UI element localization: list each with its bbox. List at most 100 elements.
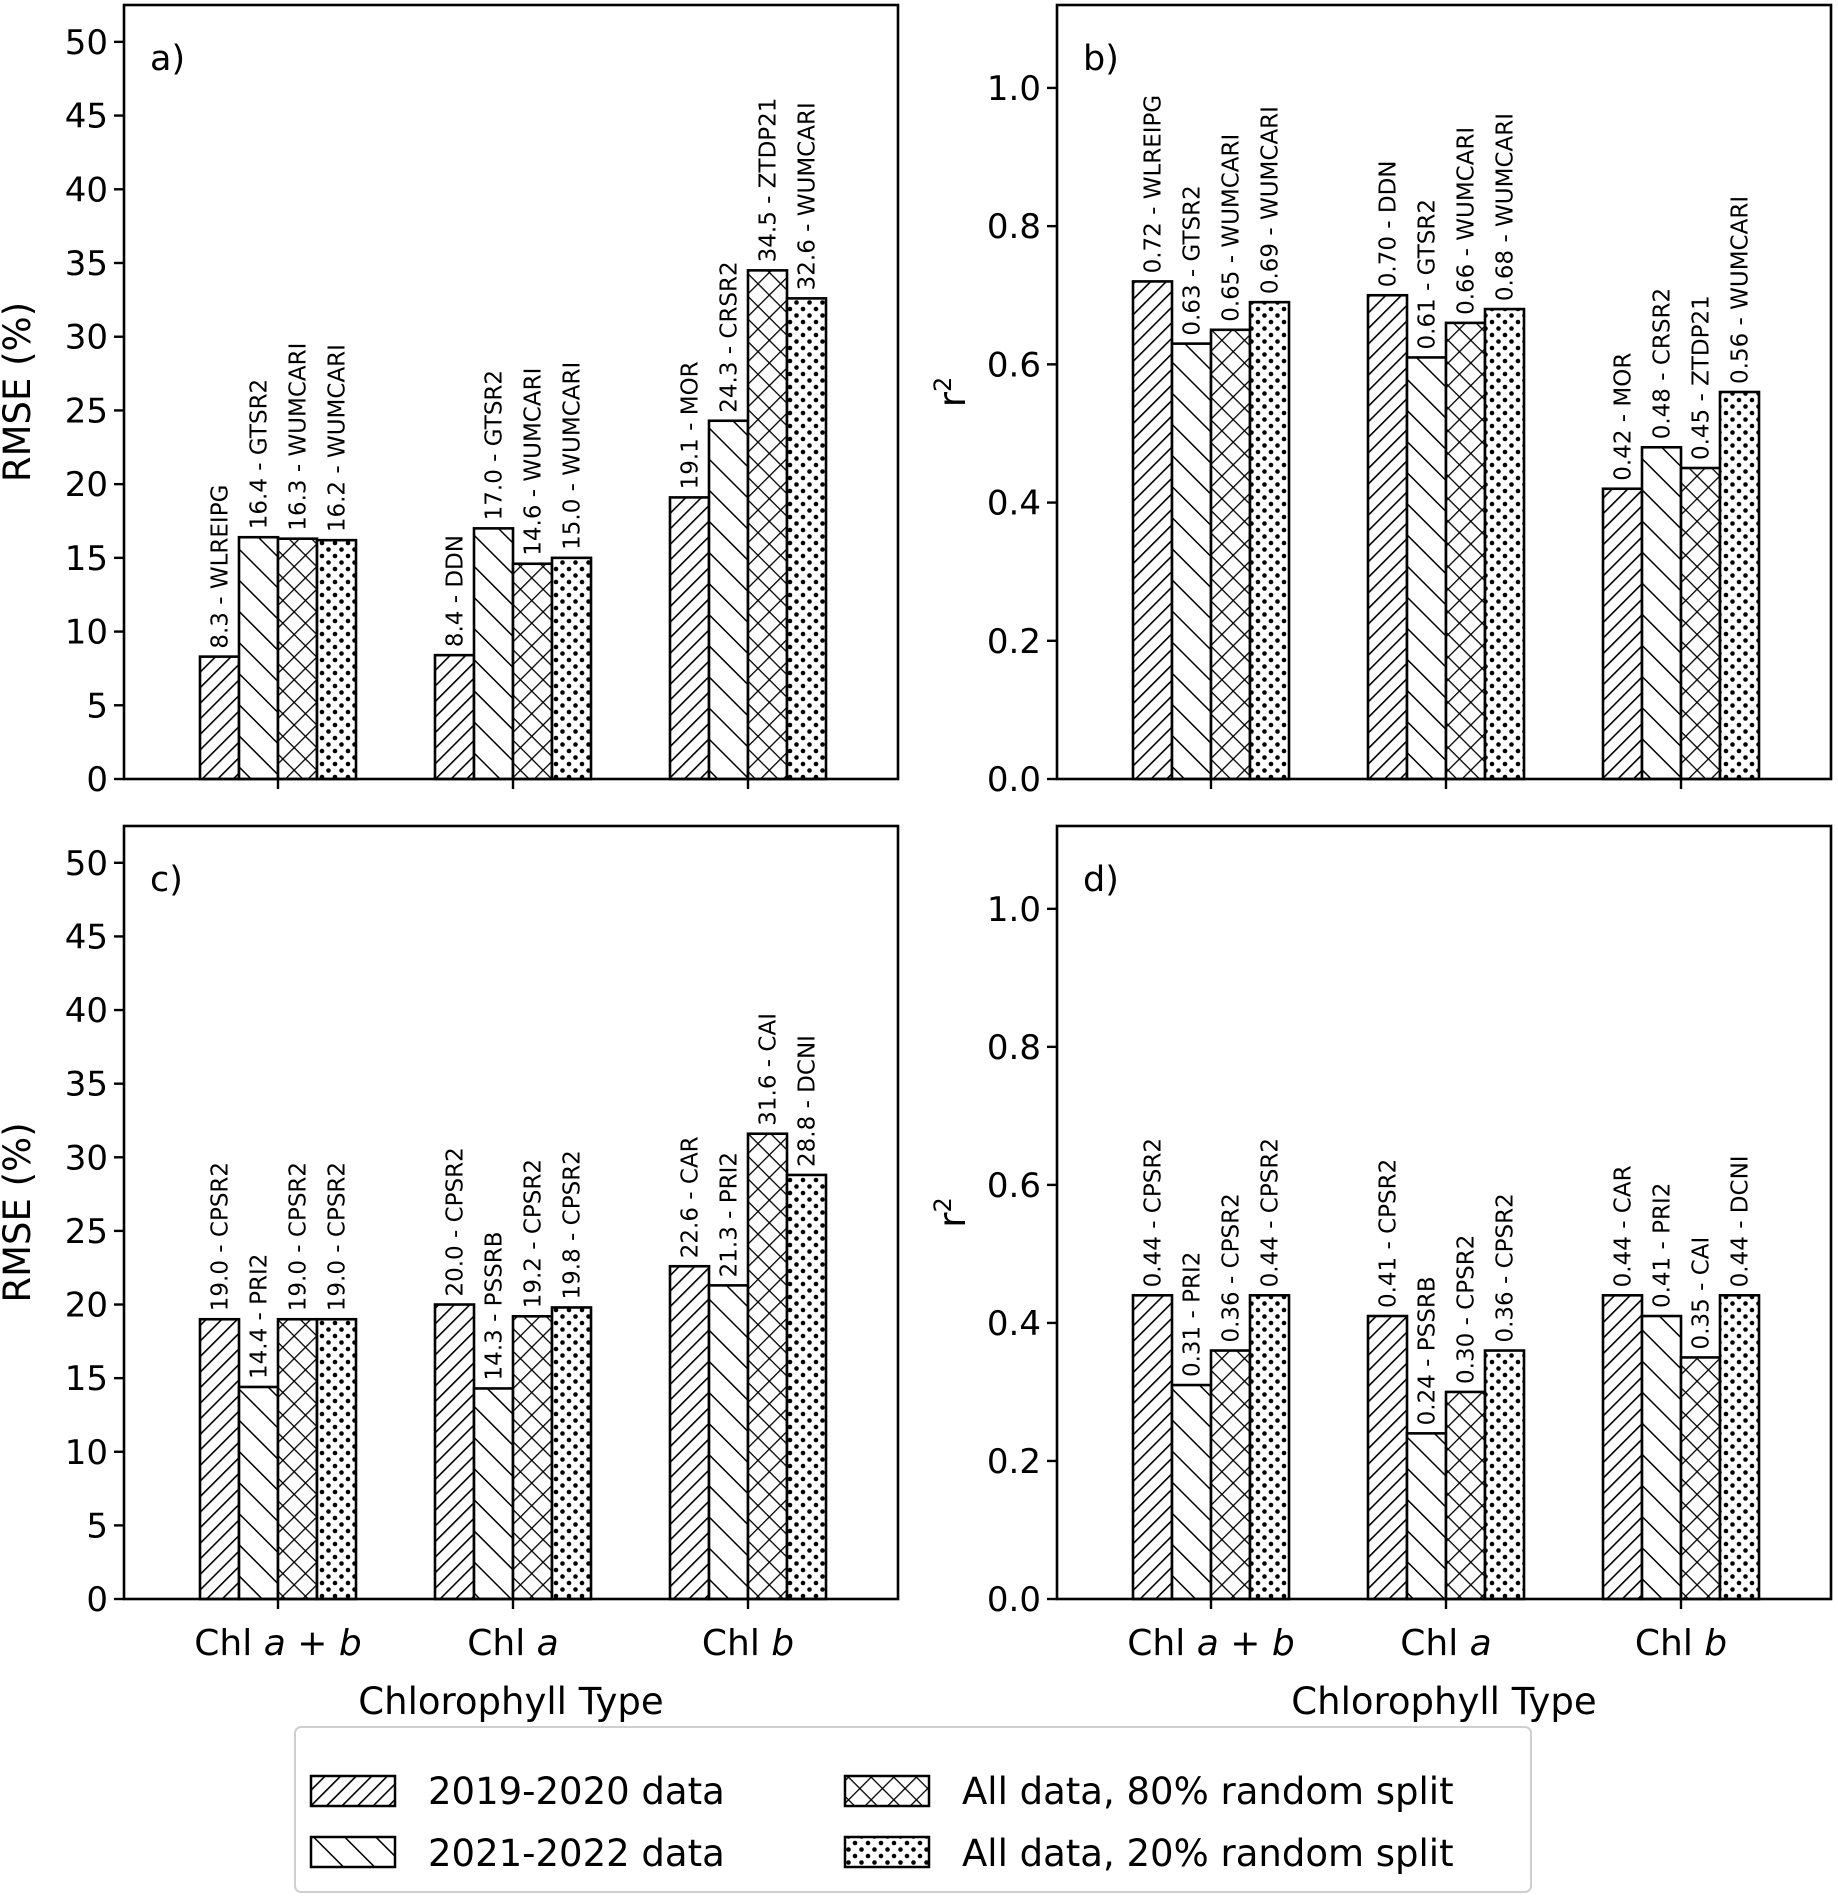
panel-d-y-tick-label: 0.4 [987,1304,1041,1344]
panel-b: 0.72 - WLREIPG 0.70 - DDN 0.42 - MOR 0.63 -… [929,3,1833,800]
panel-b-y-tick-label: 0.6 [987,345,1041,385]
panel-a-bar-chl-a-b-20-split [315,538,358,781]
panel-a-y-tick-label: 50 [65,23,108,63]
panel-b-bar-label-chl-a-2021-2022: 0.61 - GTSR2 [1415,199,1441,349]
legend-entry-2021-2022: 2021-2022 data [309,1832,725,1875]
panel-a-y-tick-label: 30 [65,318,108,358]
legend-label-80-split: All data, 80% random split [962,1770,1454,1813]
panel-d-bar-chl-b-20-split [1718,1294,1761,1601]
panel-c-letter: c) [150,860,183,900]
panel-c-bar-label-chl-b-80-split: 31.6 - CAI [756,1013,782,1126]
panel-a-letter: a) [150,39,185,79]
panel-a-bar-chl-a-b-80-split [276,537,319,781]
x-axis-title-c: Chlorophyll Type [358,1680,663,1723]
panel-a-bar-label-chl-a-b-2021-2022: 16.4 - GTSR2 [247,379,273,529]
panel-b-bar-chl-a-2019-2020 [1366,293,1409,781]
panel-a-bar-chl-b-2021-2022 [707,419,750,781]
panel-d-y-tick-label: 0.8 [987,1028,1041,1068]
panel-b-letter: b) [1083,39,1119,79]
x-axis-title-d: Chlorophyll Type [1291,1680,1596,1723]
panel-a: 8.3 - WLREIPG 8.4 - DDN 19.1 - MOR 16.4 - G… [0,3,900,800]
panel-d-y-tick-label: 1.0 [987,890,1041,930]
panel-b-bar-chl-a-b-2021-2022 [1170,342,1213,781]
legend-swatch-2021-2022 [309,1835,397,1869]
panel-d-bar-label-chl-b-2019-2020: 0.44 - CAR [1611,1165,1637,1287]
panel-a-plot: 8.3 - WLREIPG 8.4 - DDN 19.1 - MOR 16.4 - G… [0,3,900,800]
panel-a-bar-label-chl-a-2019-2020: 8.4 - DDN [443,535,469,647]
panel-a-bar-label-chl-a-b-80-split: 16.3 - WUMCARI [286,343,312,531]
panel-b-bar-label-chl-a-80-split: 0.66 - WUMCARI [1454,127,1480,315]
panel-a-y-tick-label: 40 [65,170,108,210]
panel-c-y-tick-label: 35 [65,1065,108,1105]
panel-c-y-tick-label: 45 [65,917,108,957]
panel-d-bar-chl-a-b-20-split [1248,1294,1291,1601]
panel-d-axes-frame [1055,824,1833,1601]
panel-c-y-tick-label: 5 [86,1506,108,1546]
panel-d-bar-label-chl-a-b-80-split: 0.36 - CPSR2 [1219,1193,1245,1342]
panel-d-x-tick-label-chl-a: Chl a [1400,1623,1491,1664]
panel-b-bar-chl-a-20-split [1483,307,1526,781]
panel-a-bar-chl-a-2021-2022 [472,527,515,781]
legend-label-2021-2022: 2021-2022 data [428,1832,725,1875]
panel-c-bar-chl-a-b-2021-2022 [237,1385,280,1601]
panel-b-bar-chl-b-80-split [1679,466,1722,781]
legend-entry-2019-2020: 2019-2020 data [309,1770,725,1813]
panel-d-bar-chl-a-b-2019-2020 [1131,1294,1174,1601]
panel-a-y-tick-label: 25 [65,391,108,431]
panel-c-bar-chl-a-80-split [511,1315,554,1601]
panel-d-x-tick-label-chl-b: Chl b [1635,1623,1727,1664]
panel-b-bar-chl-b-2019-2020 [1601,487,1644,781]
panel-d-y-tick-label: 0.6 [987,1166,1041,1206]
panel-a-bar-label-chl-b-20-split: 32.6 - WUMCARI [795,102,821,290]
panel-b-axes-frame [1055,3,1833,781]
panel-a-bar-label-chl-a-b-20-split: 16.2 - WUMCARI [325,344,351,532]
panel-c-x-tick-label-chl-a: Chl a [467,1623,558,1664]
panel-d-bar-label-chl-a-b-20-split: 0.44 - CPSR2 [1258,1138,1284,1287]
panel-c-bar-label-chl-a-20-split: 19.8 - CPSR2 [560,1150,586,1299]
legend-label-20-split: All data, 20% random split [962,1832,1454,1875]
panel-d-bar-chl-a-b-2021-2022 [1170,1383,1213,1601]
panel-d-bar-chl-a-2021-2022 [1405,1432,1448,1601]
panel-c-plot: 19.0 - CPSR2 20.0 - CPSR2 22.6 - CAR 14.4 -… [0,824,900,1664]
panel-d-y-tick-label: 0.0 [987,1580,1041,1620]
panel-c-y-tick-label: 30 [65,1138,108,1178]
panel-c-bar-label-chl-a-2019-2020: 20.0 - CPSR2 [443,1147,469,1296]
panel-c-bar-chl-b-80-split [746,1132,789,1601]
panel-d-plot: 0.44 - CPSR2 0.41 - CPSR2 0.44 - CAR 0.31 -… [929,824,1833,1664]
panel-c-y-tick-label: 10 [65,1433,108,1473]
panel-a-bar-label-chl-b-2021-2022: 24.3 - CRSR2 [717,261,743,412]
panel-b-y-tick-label: 0.8 [987,207,1041,247]
panel-d-bar-label-chl-a-20-split: 0.36 - CPSR2 [1493,1193,1519,1342]
panel-d-bar-label-chl-a-2019-2020: 0.41 - CPSR2 [1376,1159,1402,1308]
panel-d-bar-chl-a-80-split [1444,1390,1487,1601]
panel-c-bar-label-chl-a-b-80-split: 19.0 - CPSR2 [286,1162,312,1311]
panel-a-bar-chl-a-2019-2020 [433,653,476,781]
legend-label-2019-2020: 2019-2020 data [428,1770,725,1813]
panel-d-bar-chl-a-b-80-split [1209,1349,1252,1601]
panel-d-bar-label-chl-a-2021-2022: 0.24 - PSSRB [1415,1276,1441,1425]
panel-c-bar-chl-a-2021-2022 [472,1387,515,1601]
panel-c-bar-chl-a-20-split [550,1306,593,1601]
panel-a-bar-chl-a-20-split [550,556,593,781]
panel-b-bar-label-chl-a-2019-2020: 0.70 - DDN [1376,160,1402,287]
panel-c-bar-label-chl-a-b-2019-2020: 19.0 - CPSR2 [208,1162,234,1311]
legend-frame [294,1726,1532,1893]
panel-b-bar-chl-a-b-80-split [1209,328,1252,781]
legend: 2019-2020 data 2021-2022 data All data, … [294,1726,1532,1893]
panel-a-y-tick-label: 35 [65,244,108,284]
panel-a-bar-label-chl-a-80-split: 14.6 - WUMCARI [521,368,547,556]
panel-b-plot: 0.72 - WLREIPG 0.70 - DDN 0.42 - MOR 0.63 -… [929,3,1833,800]
panel-d-bar-chl-a-2019-2020 [1366,1314,1409,1601]
panel-a-bar-chl-b-2019-2020 [668,496,711,781]
panel-b-bar-chl-b-20-split [1718,390,1761,781]
panel-a-bar-label-chl-a-20-split: 15.0 - WUMCARI [560,362,586,550]
panel-d: 0.44 - CPSR2 0.41 - CPSR2 0.44 - CAR 0.31 -… [929,824,1833,1664]
panel-b-bar-chl-a-b-20-split [1248,300,1291,781]
panel-a-y-axis-title: RMSE (%) [0,302,39,482]
panel-c-bar-label-chl-b-2019-2020: 22.6 - CAR [678,1136,704,1258]
panel-b-bar-label-chl-a-b-2021-2022: 0.63 - GTSR2 [1180,185,1206,335]
panel-d-x-tick-label-chl-a-b: Chl a + b [1127,1623,1294,1664]
panel-b-bar-chl-a-b-2019-2020 [1131,280,1174,781]
panel-c-y-tick-label: 0 [86,1580,108,1620]
